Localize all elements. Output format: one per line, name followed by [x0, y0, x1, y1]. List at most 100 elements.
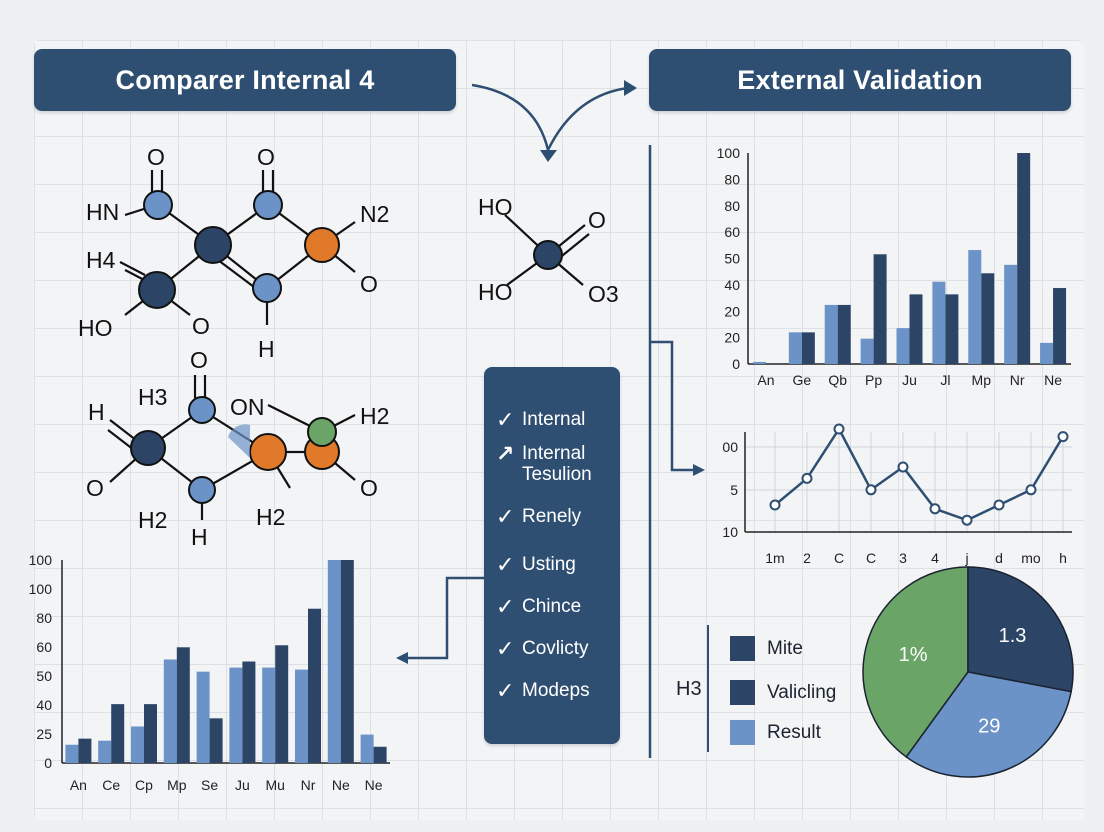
top-bar-category-6: Mp — [972, 372, 992, 388]
m1-label-n2: N2 — [360, 201, 389, 227]
line-category-7: d — [995, 550, 1003, 566]
bottom-bar-bar-6-s0 — [262, 667, 276, 763]
top-bar-category-0: An — [757, 372, 774, 388]
line-series — [774, 426, 1065, 522]
bottom-bar-category-9: Ne — [365, 777, 383, 793]
top-bar-category-2: Qb — [828, 372, 847, 388]
bottom-bar-bar-2-s0 — [131, 726, 144, 763]
top-bar-ytick-7: 20 — [724, 330, 740, 346]
line-point-5 — [929, 503, 941, 515]
title-right: External Validation — [649, 49, 1071, 111]
m2-label-o3: O — [360, 475, 378, 501]
arrow-curve-right — [546, 86, 629, 151]
bottom-bar-bar-8-s0 — [327, 560, 341, 763]
bottom-bar-category-4: Se — [201, 777, 218, 793]
line-point-8 — [1025, 484, 1037, 496]
top-bar-bar-5-s0 — [932, 281, 946, 364]
top-bar-bar-7-s0 — [1004, 264, 1018, 364]
m2-label-h: H — [88, 399, 105, 425]
bottom-bar-bar-9-s0 — [360, 734, 374, 763]
pie-label-0: 1% — [899, 644, 928, 666]
line-category-9: h — [1059, 550, 1067, 566]
bottom-bar-ytick-0: 100 — [29, 552, 53, 568]
bottom-bar-category-3: Mp — [167, 777, 187, 793]
top-bar-bar-6-s0 — [968, 250, 982, 364]
legend-swatch-1 — [730, 636, 755, 661]
bottom-bar-ytick-6: 25 — [36, 726, 52, 742]
top-bar-category-8: Ne — [1044, 372, 1062, 388]
top-bar-bar-4-s0 — [896, 328, 910, 364]
top-bar-category-3: Pp — [865, 372, 882, 388]
bottom-bar-bar-4-s1 — [209, 718, 223, 763]
bottom-bar-category-2: Cp — [135, 777, 153, 793]
checklist-item-6: ✓ Covlicty — [496, 636, 589, 661]
bottom-bar-bar-1-s0 — [98, 740, 112, 763]
line-ytick-2: 10 — [722, 524, 738, 540]
line-point-6 — [961, 514, 973, 526]
m2-label-h2: H — [191, 524, 208, 550]
m1-label-o2: O — [257, 144, 275, 170]
bottom-bar-bar-2-s1 — [144, 704, 157, 763]
bottom-bar-bar-7-s1 — [308, 608, 321, 763]
top-bar-bar-0-s0 — [752, 361, 766, 364]
bottom-bar-bar-5-s0 — [229, 667, 243, 763]
line-point-9 — [1057, 431, 1069, 443]
arrow-to-line-chart — [650, 340, 695, 472]
bottom-bar-bar-6-s1 — [275, 645, 289, 763]
line-category-0: 1m — [765, 550, 784, 566]
legend-item-3: Result — [730, 720, 821, 745]
m2-label-h2b: H2 — [138, 507, 167, 533]
bottom-bar-category-7: Nr — [301, 777, 316, 793]
top-bar-bar-7-s1 — [1017, 153, 1031, 364]
m2-label-h3: H3 — [138, 384, 167, 410]
m2-label-on: ON — [230, 394, 265, 420]
bottom-bar-bar-3-s0 — [163, 659, 177, 763]
arrow-curve-left — [471, 83, 550, 151]
bottom-bar-bar-9-s1 — [373, 746, 387, 763]
top-bar-bar-8-s1 — [1053, 288, 1067, 364]
bottom-bar-bar-7-s0 — [295, 669, 308, 763]
m1-label-ho: HO — [78, 315, 113, 341]
top-bar-bar-5-s1 — [945, 294, 959, 364]
top-bar-ytick-5: 40 — [724, 277, 740, 293]
line-category-8: mo — [1021, 550, 1041, 566]
top-bar-bar-4-s1 — [909, 294, 923, 364]
top-bar-ytick-1: 80 — [724, 171, 740, 187]
top-bar-category-1: Ge — [792, 372, 811, 388]
bottom-bar-ytick-1: 100 — [29, 581, 53, 597]
bottom-bar-category-6: Mu — [265, 777, 284, 793]
m3-label-o: O — [588, 207, 606, 233]
bottom-bar-ytick-4: 50 — [36, 668, 52, 684]
legend-item-1: Mite — [730, 636, 803, 661]
top-bar-bar-3-s0 — [860, 338, 874, 364]
bottom-bar-category-5: Ju — [235, 777, 250, 793]
m2-label-h2a: H2 — [360, 403, 389, 429]
checklist-item-2: ↗ Internal Tesulion — [496, 441, 592, 486]
bottom-bar-bar-4-s0 — [196, 671, 210, 763]
top-bar-bar-8-s0 — [1040, 342, 1054, 364]
checklist-item-1: ✓ Internal — [496, 407, 586, 432]
bottom-bar-bar-3-s1 — [176, 647, 190, 763]
m1-label-o4: O — [192, 313, 210, 339]
bottom-bar-bar-0-s1 — [78, 738, 92, 763]
legend-item-2: Valicling — [730, 680, 836, 705]
line-category-6: j — [964, 550, 968, 566]
line-ytick-0: 00 — [722, 439, 738, 455]
bottom-bar-ytick-3: 60 — [36, 639, 52, 655]
bottom-bar-ytick-5: 40 — [36, 697, 52, 713]
top-bar-ytick-8: 0 — [732, 356, 740, 372]
m3-label-ho1: HO — [478, 194, 513, 220]
m2-label-o2: O — [86, 475, 104, 501]
m3-label-ho2: HO — [478, 279, 513, 305]
top-bar-bar-1-s0 — [788, 332, 802, 364]
top-bar-bar-1-s1 — [801, 332, 815, 364]
top-bar-ytick-4: 50 — [724, 251, 740, 267]
top-bar-bar-3-s1 — [873, 254, 887, 364]
bottom-bar-ytick-2: 80 — [36, 610, 52, 626]
m1-label-o1: O — [147, 144, 165, 170]
bottom-bar-category-0: An — [70, 777, 87, 793]
bottom-bar-category-8: Ne — [332, 777, 350, 793]
pie-slice-2 — [905, 671, 1073, 778]
